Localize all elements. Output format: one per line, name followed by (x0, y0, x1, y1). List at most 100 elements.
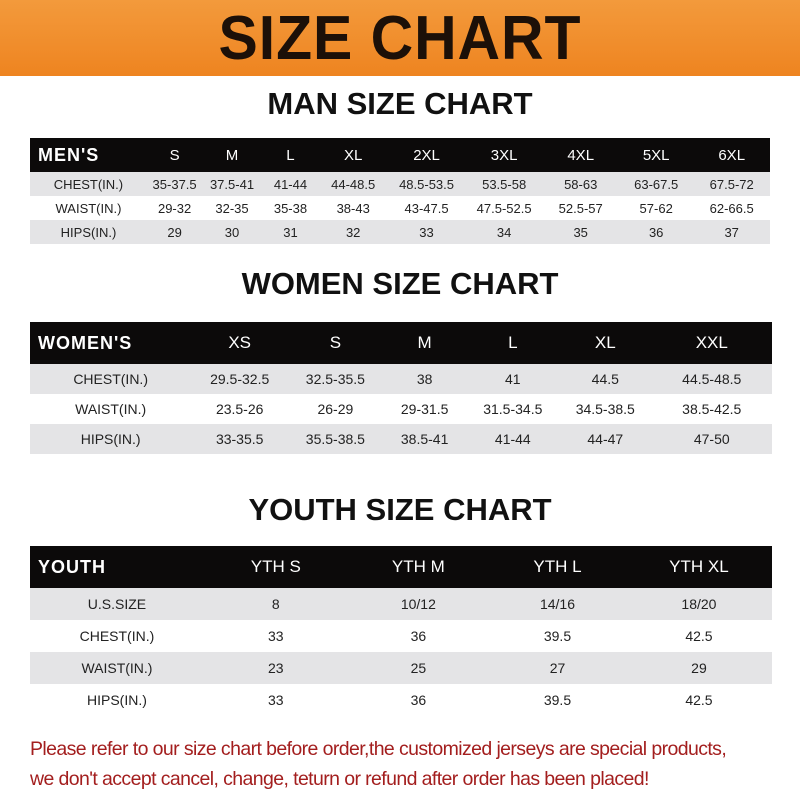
row-label: CHEST(IN.) (30, 364, 192, 394)
table-cell: 29 (625, 652, 772, 684)
row-label: WAIST(IN.) (30, 196, 147, 220)
table-cell: S (288, 322, 383, 364)
table-cell: YTH S (203, 546, 348, 588)
table-row: HIPS(IN.) 33-35.5 35.5-38.5 38.5-41 41-44 44-… (30, 424, 772, 454)
table-cell: M (382, 322, 467, 364)
table-row: HIPS(IN.) 33 36 39.5 42.5 (30, 684, 772, 716)
table-cell: YTH XL (625, 546, 772, 588)
row-label: CHEST(IN.) (30, 620, 204, 652)
row-label: YOUTH (30, 546, 204, 588)
table-cell: 39.5 (489, 684, 626, 716)
table-cell: 44.5-48.5 (651, 364, 772, 394)
table-cell: 52.5-57 (542, 196, 619, 220)
women-size-table: WOMEN'S XS S M L XL XXL CHEST(IN.) 29.5-32.5 32.5… (30, 322, 772, 454)
table-cell: 34.5-38.5 (559, 394, 652, 424)
table-cell: 32-35 (202, 196, 262, 220)
row-label: WAIST(IN.) (30, 652, 204, 684)
table-cell: 5XL (618, 138, 694, 172)
row-label: U.S.SIZE (30, 588, 204, 620)
table-cell: 31.5-34.5 (466, 394, 560, 424)
table-cell: 53.5-58 (465, 172, 543, 196)
table-cell: 29 (146, 220, 203, 244)
table-cell: 47.5-52.5 (465, 196, 543, 220)
table-cell: 48.5-53.5 (387, 172, 466, 196)
table-cell: 38 (382, 364, 467, 394)
row-label: WAIST(IN.) (30, 394, 192, 424)
table-cell: S (146, 138, 203, 172)
table-cell: 58-63 (542, 172, 619, 196)
table-cell: 6XL (693, 138, 770, 172)
order-notice-line-2: we don't accept cancel, change, teturn o… (30, 768, 649, 790)
table-cell: 38.5-41 (382, 424, 467, 454)
table-cell: 44-48.5 (319, 172, 388, 196)
order-notice: Please refer to our size chart before or… (30, 734, 790, 794)
table-cell: 43-47.5 (387, 196, 466, 220)
table-cell: 42.5 (625, 684, 772, 716)
table-cell: XL (559, 322, 652, 364)
table-cell: 44-47 (559, 424, 652, 454)
table-cell: YTH M (347, 546, 490, 588)
table-cell: 41-44 (261, 172, 320, 196)
table-cell: 8 (203, 588, 348, 620)
table-cell: 27 (489, 652, 626, 684)
table-cell: 37.5-41 (202, 172, 262, 196)
table-cell: 33 (203, 620, 348, 652)
table-row: WAIST(IN.) 23 25 27 29 (30, 652, 772, 684)
table-cell: 14/16 (489, 588, 626, 620)
row-label: HIPS(IN.) (30, 684, 204, 716)
table-cell: 23 (203, 652, 348, 684)
table-cell: 35-38 (261, 196, 320, 220)
table-cell: YTH L (489, 546, 626, 588)
table-cell: 33 (203, 684, 348, 716)
row-label: CHEST(IN.) (30, 172, 147, 196)
men-chart-title: MAN SIZE CHART (267, 86, 533, 121)
table-cell: 4XL (542, 138, 619, 172)
header-row: WOMEN'S XS S M L XL XXL (30, 322, 772, 364)
table-cell: L (466, 322, 560, 364)
table-cell: 29-31.5 (382, 394, 467, 424)
table-cell: 36 (347, 620, 490, 652)
table-row: CHEST(IN.) 29.5-32.5 32.5-35.5 38 41 44.5 44.5… (30, 364, 772, 394)
table-cell: 63-67.5 (618, 172, 694, 196)
table-cell: 10/12 (347, 588, 490, 620)
table-cell: 29-32 (146, 196, 203, 220)
header-row: YOUTH YTH S YTH M YTH L YTH XL (30, 546, 772, 588)
youth-size-table: YOUTH YTH S YTH M YTH L YTH XL U.S.SIZE 8 10/12… (30, 546, 772, 716)
row-label: WOMEN'S (30, 322, 192, 364)
table-cell: XL (319, 138, 388, 172)
table-cell: 30 (202, 220, 262, 244)
header-row: MEN'S S M L XL 2XL 3XL 4XL 5XL 6XL (30, 138, 770, 172)
table-row: CHEST(IN.) 35-37.5 37.5-41 41-44 44-48.5 48.5… (30, 172, 770, 196)
table-cell: 31 (261, 220, 320, 244)
table-cell: 18/20 (625, 588, 772, 620)
table-cell: 26-29 (288, 394, 383, 424)
table-cell: 35-37.5 (146, 172, 203, 196)
table-cell: 41-44 (466, 424, 560, 454)
table-cell: 38-43 (319, 196, 388, 220)
table-cell: 67.5-72 (693, 172, 770, 196)
table-cell: 36 (618, 220, 694, 244)
table-row: CHEST(IN.) 33 36 39.5 42.5 (30, 620, 772, 652)
table-cell: M (202, 138, 262, 172)
table-cell: 44.5 (559, 364, 652, 394)
table-cell: 23.5-26 (191, 394, 289, 424)
table-cell: 36 (347, 684, 490, 716)
table-row: HIPS(IN.) 29 30 31 32 33 34 35 36 37 (30, 220, 770, 244)
table-cell: XS (191, 322, 289, 364)
table-cell: 35.5-38.5 (288, 424, 383, 454)
table-cell: 39.5 (489, 620, 626, 652)
table-cell: 32.5-35.5 (288, 364, 383, 394)
table-cell: 33-35.5 (191, 424, 289, 454)
table-row: WAIST(IN.) 23.5-26 26-29 29-31.5 31.5-34.5 34… (30, 394, 772, 424)
table-cell: XXL (651, 322, 772, 364)
table-row: U.S.SIZE 8 10/12 14/16 18/20 (30, 588, 772, 620)
table-cell: 29.5-32.5 (191, 364, 289, 394)
table-cell: 3XL (465, 138, 543, 172)
table-cell: 62-66.5 (693, 196, 770, 220)
row-label: HIPS(IN.) (30, 424, 192, 454)
table-cell: 41 (466, 364, 560, 394)
table-cell: 47-50 (651, 424, 772, 454)
men-size-table: MEN'S S M L XL 2XL 3XL 4XL 5XL 6XL CHEST(IN.) 35-37… (30, 138, 770, 244)
table-cell: 57-62 (618, 196, 694, 220)
table-cell: 2XL (387, 138, 466, 172)
